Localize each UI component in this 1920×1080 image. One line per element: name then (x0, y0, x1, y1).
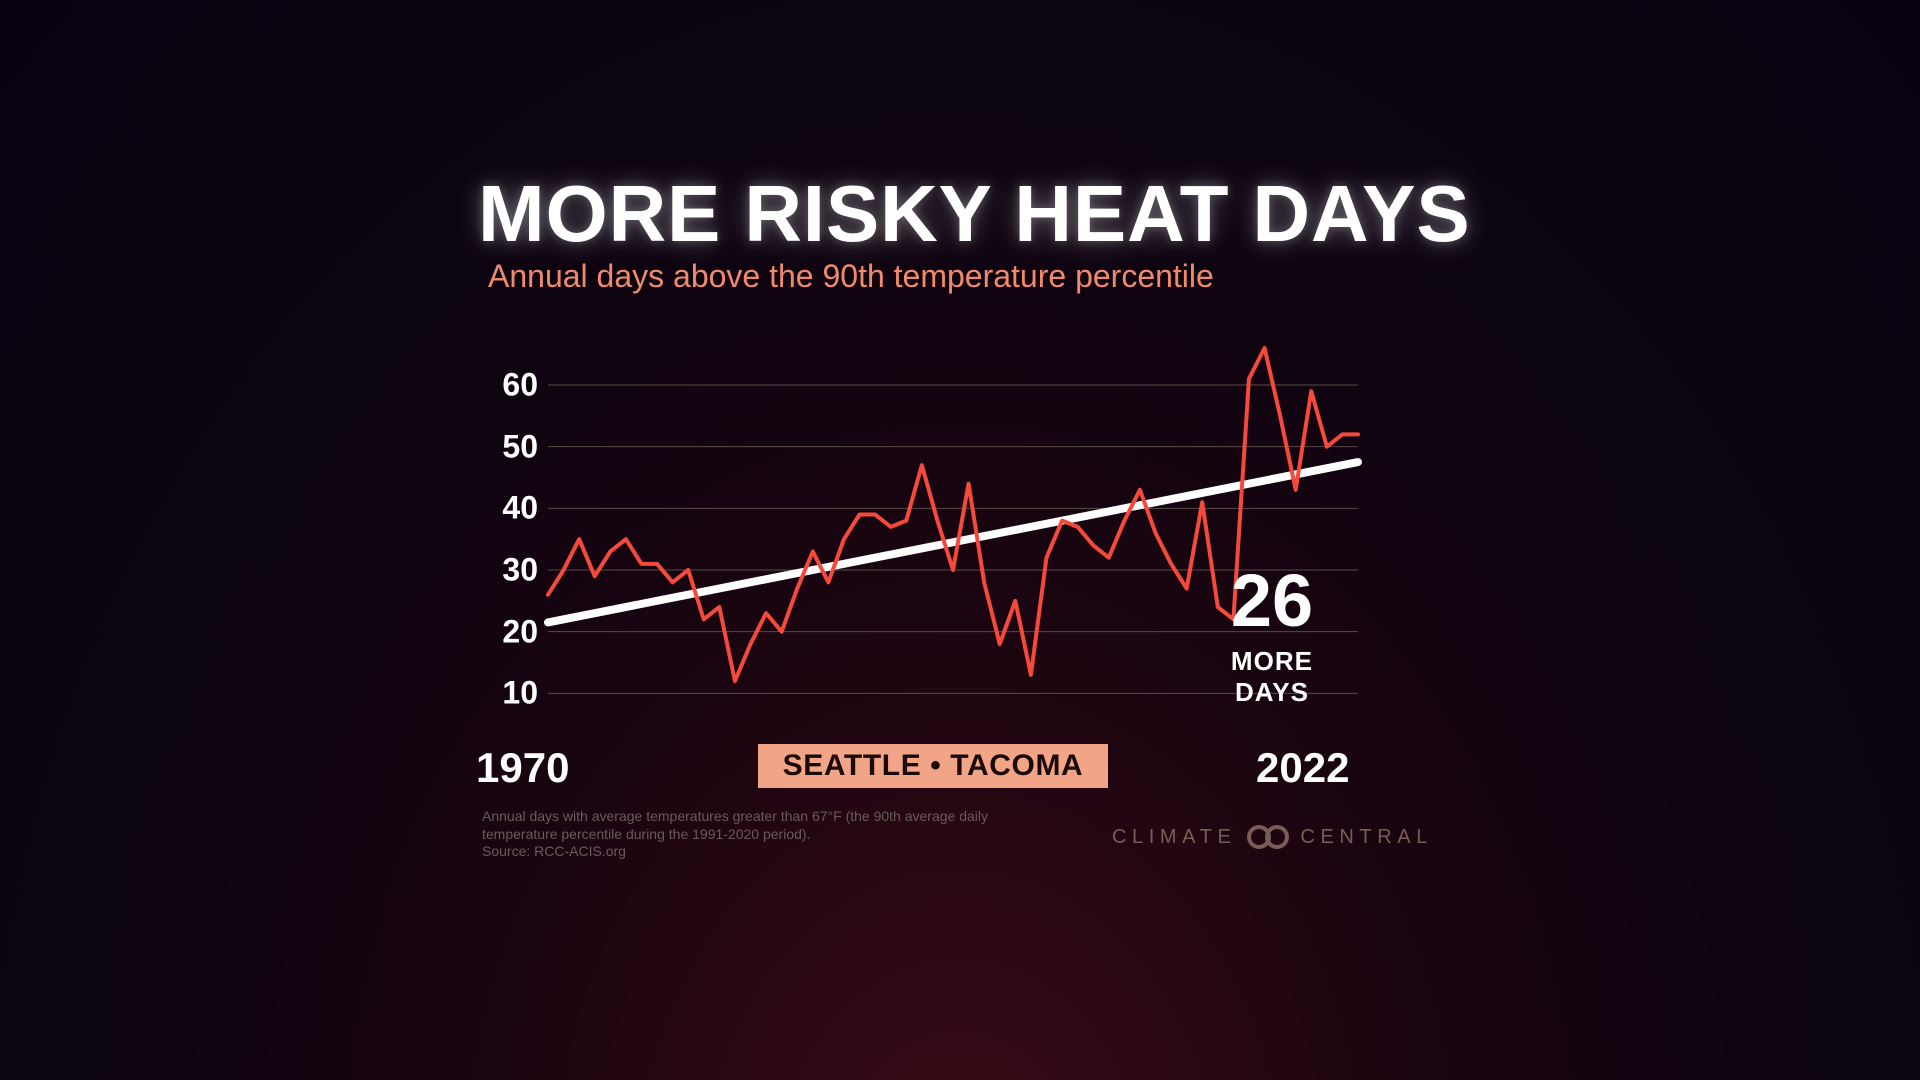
y-axis-ticks: 10 20 30 40 50 60 (488, 348, 538, 718)
footnote: Annual days with average temperatures gr… (482, 808, 988, 861)
y-tick-label: 40 (488, 490, 538, 527)
infinity-icon (1246, 824, 1290, 850)
y-tick-label: 60 (488, 367, 538, 404)
y-tick-label: 10 (488, 675, 538, 712)
y-tick-label: 50 (488, 428, 538, 465)
footnote-line: Annual days with average temperatures gr… (482, 808, 988, 826)
x-axis-start-label: 1970 (476, 744, 569, 792)
y-tick-label: 30 (488, 552, 538, 589)
footnote-line: Source: RCC-ACIS.org (482, 843, 988, 861)
y-tick-label: 20 (488, 613, 538, 650)
chart-title: MORE RISKY HEAT DAYS (478, 168, 1470, 260)
brand-text-left: CLIMATE (1112, 826, 1236, 849)
x-axis-end-label: 2022 (1256, 744, 1349, 792)
callout-number: 26 (1192, 570, 1352, 633)
footnote-line: temperature percentile during the 1991-2… (482, 826, 988, 844)
location-chip: SEATTLE • TACOMA (758, 744, 1108, 788)
callout-label: MORE DAYS (1192, 646, 1352, 708)
brand-text-right: CENTRAL (1300, 826, 1433, 849)
chart-subtitle: Annual days above the 90th temperature p… (488, 258, 1214, 295)
brand-logo: CLIMATE CENTRAL (1112, 824, 1433, 850)
